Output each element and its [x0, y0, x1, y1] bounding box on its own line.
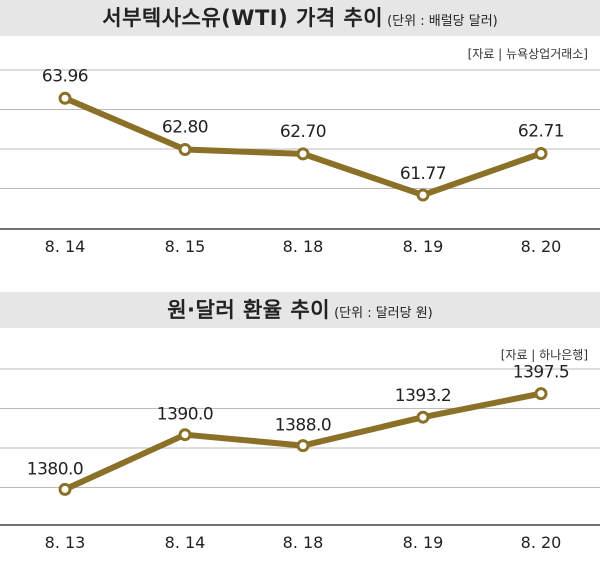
wti-x-tick-label: 8. 19 [403, 237, 444, 256]
fx-unit-label: (단위 : 달러당 원) [334, 306, 433, 321]
wti-data-label: 62.71 [518, 122, 564, 142]
fx-data-label: 1380.0 [27, 459, 83, 479]
fx-x-tick-label: 8. 18 [283, 533, 324, 552]
wti-line-chart: 63.96 62.80 62.70 61.77 62.71 8. 14 8. 15 8. 18… [0, 66, 600, 256]
wti-data-label: 61.77 [400, 164, 446, 184]
wti-data-point [178, 143, 192, 156]
fx-x-tick-label: 8. 20 [521, 533, 562, 552]
wti-data-point [296, 147, 310, 161]
wti-x-tick-label: 8. 18 [283, 237, 324, 256]
wti-data-label: 62.80 [162, 118, 208, 138]
fx-data-label: 1388.0 [275, 416, 331, 436]
wti-data-point [534, 147, 548, 160]
wti-source-label: [자료 | 뉴욕상업거래소] [467, 47, 588, 61]
fx-data-point [534, 387, 548, 401]
wti-chart-panel: 서부텍사스유(WTI) 가격 추이 (단위 : 배럴당 달러) [자료 | 뉴욕상… [0, 0, 600, 292]
wti-series-line [62, 95, 544, 198]
wti-data-label: 62.70 [280, 122, 326, 142]
fx-data-point [178, 428, 192, 442]
fx-chart-panel: 원·달러 환율 추이 (단위 : 달러당 원) [자료 | 하나은행] 1380.… [0, 292, 600, 585]
fx-x-tick-label: 8. 19 [403, 533, 444, 552]
fx-x-tick-label: 8. 13 [45, 533, 86, 552]
fx-chart-title: 원·달러 환율 추이 [167, 298, 331, 322]
fx-data-point [296, 439, 310, 453]
wti-data-label: 63.96 [42, 66, 88, 86]
fx-x-tick-label: 8. 14 [165, 533, 206, 552]
wti-data-point [416, 188, 430, 202]
wti-unit-label: (단위 : 배럴당 달러) [387, 14, 498, 29]
wti-data-point [58, 91, 72, 105]
wti-x-tick-label: 8. 20 [521, 237, 562, 256]
fx-data-point [416, 410, 430, 424]
fx-data-label: 1390.0 [157, 405, 213, 425]
fx-title-bar: 원·달러 환율 추이 (단위 : 달러당 원) [0, 292, 600, 328]
fx-data-label: 1393.2 [395, 386, 451, 406]
wti-x-tick-label: 8. 14 [45, 237, 86, 256]
wti-x-tick-label: 8. 15 [165, 237, 206, 256]
wti-chart-title: 서부텍사스유(WTI) 가격 추이 [102, 6, 384, 30]
fx-line-chart: 1380.0 1390.0 1388.0 1393.2 1397.5 8. 13 8. 14… [0, 363, 600, 552]
fx-data-point [58, 482, 72, 496]
fx-data-label: 1397.5 [513, 363, 569, 383]
fx-source-label: [자료 | 하나은행] [500, 348, 588, 362]
wti-title-bar: 서부텍사스유(WTI) 가격 추이 (단위 : 배럴당 달러) [0, 0, 600, 36]
